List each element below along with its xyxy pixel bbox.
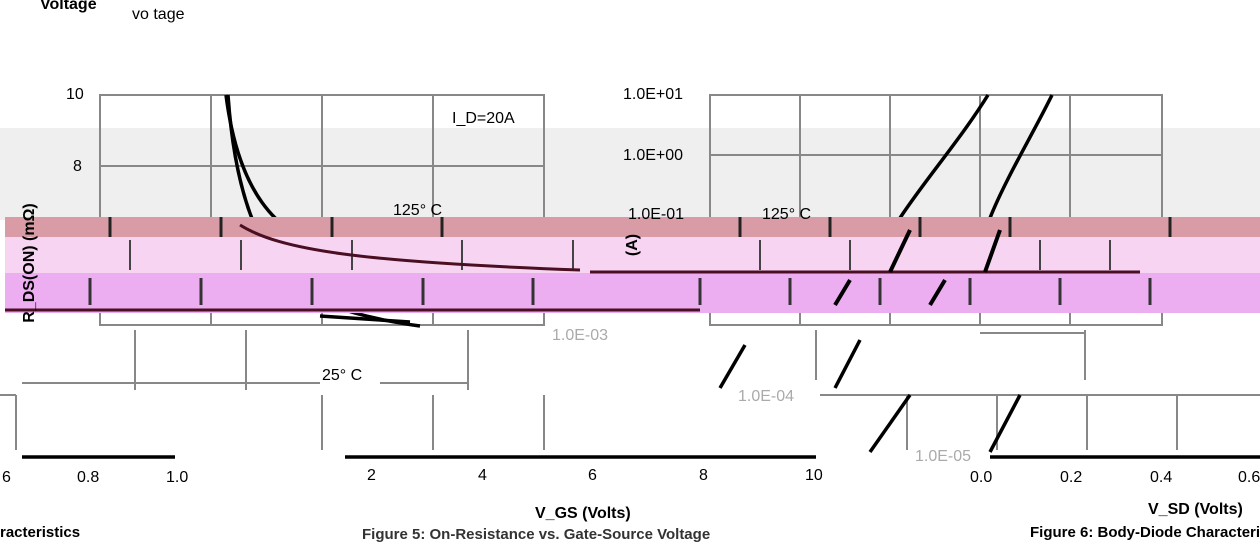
left-ytick-10: 10 [66, 86, 84, 103]
xtick-0-4: 0.4 [1150, 469, 1173, 486]
left-xlabel: V_GS (Volts) [535, 505, 631, 522]
right-ytick-1e-4: 1.0E-04 [738, 388, 795, 405]
right-ytick-1e1: 1.0E+01 [623, 86, 684, 103]
xtick-0-8: 0.8 [77, 469, 100, 486]
xtick-10: 10 [805, 467, 823, 484]
left-annotation-text: I_D=20A [452, 110, 515, 127]
xtick-clip-6: 6 [2, 469, 11, 486]
top-fragment-2: vo tage [132, 6, 185, 23]
right-ytick-1e-5: 1.0E-05 [915, 448, 972, 465]
xtick-2: 2 [367, 467, 376, 484]
glitch-band-magenta [5, 273, 1260, 313]
right-ytick-1e-3: 1.0E-03 [552, 327, 609, 344]
xtick-0-2: 0.2 [1060, 469, 1083, 486]
left-ylabel: R_DS(ON) (mΩ) [20, 203, 38, 323]
right-xlabel: V_SD (Volts) [1148, 501, 1243, 518]
right-series-25c-line [988, 94, 1054, 219]
xtick-8: 8 [699, 467, 708, 484]
xtick-0-6: 0.6 [1238, 469, 1260, 486]
right-ytick-1e0: 1.0E+00 [623, 147, 684, 164]
right-chart-frame [709, 94, 1163, 326]
xtick-1-0: 1.0 [166, 469, 189, 486]
right-series-125c-label: 125° C [762, 206, 812, 223]
left-series-125c-label: 125° C [393, 202, 443, 219]
glitch-band-pink [5, 237, 1260, 273]
xtick-0-0: 0.0 [970, 469, 993, 486]
xtick-4: 4 [478, 467, 487, 484]
left-ytick-8: 8 [73, 158, 82, 175]
xtick-6: 6 [588, 467, 597, 484]
right-ylabel: (A) [624, 233, 642, 257]
top-fragment: Voltage [40, 0, 97, 13]
caption-left: racteristics [0, 524, 81, 541]
right-ytick-1e-1: 1.0E-01 [628, 206, 685, 223]
right-series-125c-line [898, 94, 990, 219]
left-series-25c-label: 25° C [322, 367, 363, 384]
caption-mid: Figure 5: On-Resistance vs. Gate-Source … [362, 526, 711, 543]
caption-right: Figure 6: Body-Diode Characteristics [1030, 524, 1260, 541]
left-annotation-id: I_D=20A [452, 110, 515, 128]
